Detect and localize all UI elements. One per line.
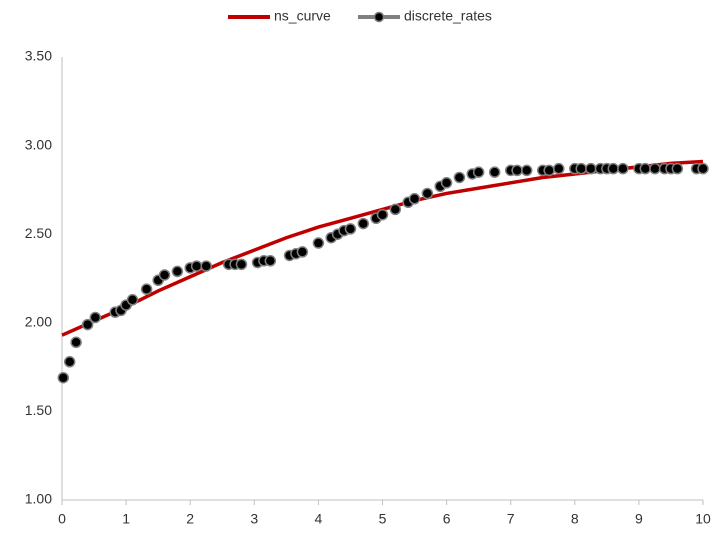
data-point — [617, 162, 629, 175]
data-point — [344, 223, 357, 235]
y-tick-label: 1.50 — [25, 402, 52, 418]
data-point — [472, 166, 485, 178]
data-point — [235, 258, 248, 271]
data-point — [511, 164, 523, 177]
legend-label: ns_curve — [274, 8, 331, 24]
data-point — [553, 162, 565, 175]
data-point — [671, 162, 684, 175]
data-point — [440, 177, 453, 189]
data-point — [488, 166, 501, 178]
y-tick-label: 2.50 — [25, 225, 52, 241]
data-point — [70, 336, 82, 349]
data-point — [639, 162, 652, 175]
series-line — [61, 159, 704, 337]
x-tick-label: 5 — [379, 511, 387, 527]
x-tick-label: 3 — [250, 511, 258, 527]
data-point — [376, 208, 389, 221]
x-tick-label: 1 — [122, 511, 130, 527]
data-point — [607, 162, 620, 175]
data-point — [81, 318, 94, 331]
data-point — [520, 164, 533, 177]
data-point — [421, 187, 434, 200]
data-point — [200, 260, 212, 272]
y-tick-label: 3.00 — [25, 136, 52, 152]
x-tick-label: 0 — [58, 511, 66, 527]
x-tick-label: 8 — [571, 511, 579, 527]
y-tick-label: 1.00 — [25, 491, 52, 507]
data-point — [140, 283, 153, 295]
data-point — [63, 356, 76, 368]
data-point — [543, 164, 555, 177]
data-point — [697, 162, 709, 175]
data-point — [575, 162, 587, 175]
data-point — [453, 171, 466, 184]
data-point — [649, 162, 661, 175]
data-point — [408, 193, 421, 205]
data-point — [57, 371, 70, 384]
x-tick-label: 7 — [507, 511, 515, 527]
x-tick-label: 9 — [635, 511, 643, 527]
data-point — [190, 260, 203, 272]
x-tick-label: 4 — [315, 511, 323, 527]
data-point — [312, 237, 325, 249]
data-point — [126, 294, 139, 306]
legend-marker — [373, 11, 385, 23]
data-point — [158, 269, 171, 281]
data-point — [389, 203, 402, 216]
data-point — [264, 255, 277, 267]
data-point — [296, 246, 309, 258]
x-tick-label: 10 — [695, 511, 711, 527]
data-point — [357, 217, 370, 230]
data-point — [585, 162, 597, 175]
data-point — [89, 311, 102, 324]
y-tick-label: 3.50 — [25, 48, 52, 64]
x-tick-label: 2 — [186, 511, 194, 527]
data-point — [171, 265, 184, 278]
y-tick-label: 2.00 — [25, 314, 52, 330]
x-tick-label: 6 — [443, 511, 451, 527]
legend-label: discrete_rates — [404, 8, 492, 24]
